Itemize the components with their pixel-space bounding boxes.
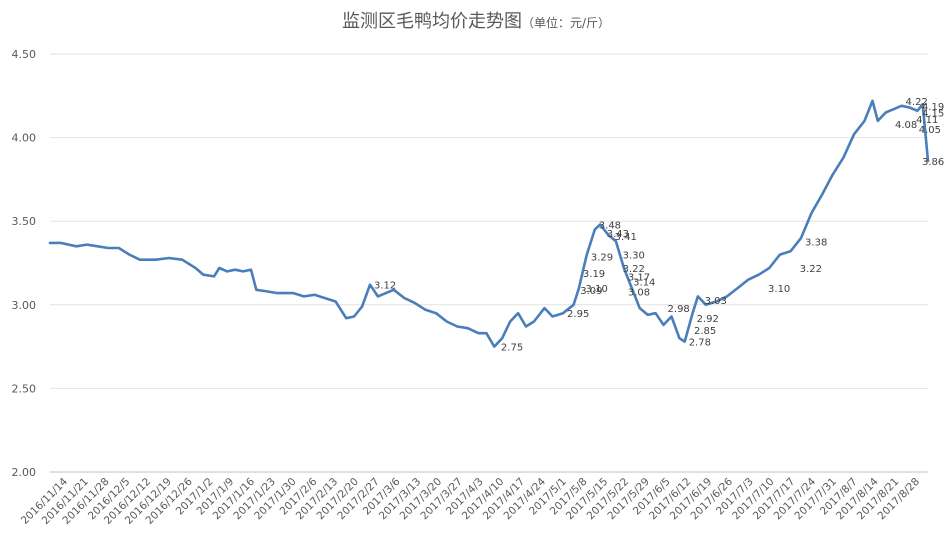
- data-label: 4.15: [922, 109, 944, 120]
- data-label: 3.41: [615, 232, 637, 243]
- chart-title: 监测区毛鸭均价走势图: [342, 11, 522, 32]
- data-label: 3.17: [628, 272, 650, 283]
- data-label: 2.98: [668, 304, 690, 315]
- data-label: 4.05: [919, 125, 941, 136]
- data-label: 2.78: [689, 338, 711, 349]
- data-label: 3.14: [633, 277, 655, 288]
- data-label: 3.86: [922, 157, 944, 168]
- data-label: 3.19: [583, 269, 605, 280]
- y-tick-label: 3.00: [12, 299, 37, 312]
- data-label: 4.11: [916, 115, 938, 126]
- price-series-line: [48, 99, 930, 348]
- data-label: 4.08: [895, 120, 917, 131]
- chart-subtitle: （单位：元/斤）: [522, 15, 610, 30]
- series-layer: [48, 99, 930, 348]
- data-label: 2.75: [501, 343, 523, 354]
- data-label: 3.08: [628, 287, 650, 298]
- data-label: 2.92: [697, 314, 719, 325]
- y-tick-label: 4.00: [12, 132, 37, 145]
- data-label: 3.43: [607, 229, 629, 240]
- data-label: 3.22: [800, 264, 822, 275]
- y-tick-label: 2.00: [12, 466, 37, 479]
- data-label: 2.95: [567, 309, 589, 320]
- data-label: 3.10: [586, 284, 608, 295]
- x-axis-tick-labels: 2016/11/142016/11/212016/11/282016/12/52…: [19, 475, 922, 527]
- data-label: 4.22: [906, 97, 928, 108]
- data-label: 2.85: [694, 326, 716, 337]
- data-label: 3.03: [705, 296, 727, 307]
- data-label: 3.22: [623, 264, 645, 275]
- y-tick-label: 2.50: [12, 382, 37, 395]
- y-tick-label: 3.50: [12, 215, 37, 228]
- y-tick-label: 4.50: [12, 48, 37, 61]
- data-label: 3.30: [623, 251, 645, 262]
- gridlines: [50, 53, 928, 473]
- chart-title-group: 监测区毛鸭均价走势图（单位：元/斤）: [342, 11, 610, 32]
- data-label: 3.12: [374, 281, 396, 292]
- data-label: 3.48: [599, 221, 621, 232]
- y-axis-tick-labels: 2.00 2.50 3.00 3.50 4.00 4.50: [12, 48, 37, 479]
- data-label: 3.38: [805, 237, 827, 248]
- data-label: 4.19: [922, 102, 944, 113]
- data-label: 3.09: [580, 286, 602, 297]
- data-label: 3.29: [591, 252, 613, 263]
- data-label: 3.10: [768, 284, 790, 295]
- data-labels: 3.483.433.413.303.223.173.143.083.293.19…: [374, 97, 944, 354]
